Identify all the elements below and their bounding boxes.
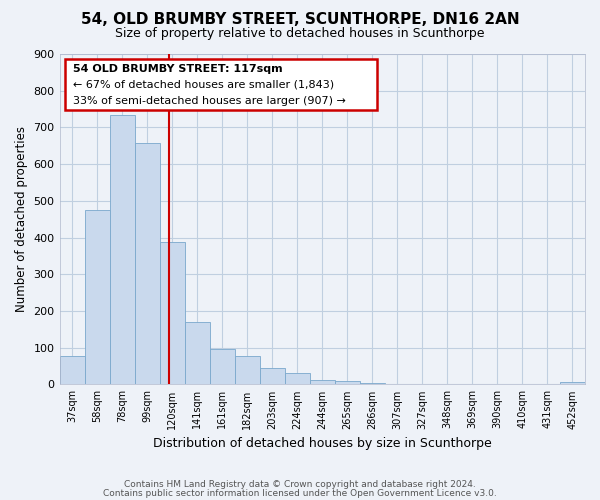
Text: 54, OLD BRUMBY STREET, SCUNTHORPE, DN16 2AN: 54, OLD BRUMBY STREET, SCUNTHORPE, DN16 … [80, 12, 520, 28]
Text: ← 67% of detached houses are smaller (1,843): ← 67% of detached houses are smaller (1,… [73, 80, 334, 90]
Bar [185, 322, 209, 384]
Bar [285, 372, 310, 384]
Bar [360, 383, 385, 384]
Bar [310, 380, 335, 384]
Bar [260, 368, 285, 384]
Bar [85, 210, 110, 384]
FancyBboxPatch shape [65, 59, 377, 110]
Text: 54 OLD BRUMBY STREET: 117sqm: 54 OLD BRUMBY STREET: 117sqm [73, 64, 283, 74]
Bar [235, 356, 260, 384]
Text: Contains HM Land Registry data © Crown copyright and database right 2024.: Contains HM Land Registry data © Crown c… [124, 480, 476, 489]
Text: Size of property relative to detached houses in Scunthorpe: Size of property relative to detached ho… [115, 28, 485, 40]
Y-axis label: Number of detached properties: Number of detached properties [15, 126, 28, 312]
X-axis label: Distribution of detached houses by size in Scunthorpe: Distribution of detached houses by size … [153, 437, 491, 450]
Bar [560, 382, 585, 384]
Bar [59, 356, 85, 384]
Bar [209, 349, 235, 384]
Text: Contains public sector information licensed under the Open Government Licence v3: Contains public sector information licen… [103, 489, 497, 498]
Bar [134, 143, 160, 384]
Bar [110, 116, 134, 384]
Bar [335, 382, 360, 384]
Text: 33% of semi-detached houses are larger (907) →: 33% of semi-detached houses are larger (… [73, 96, 346, 106]
Bar [160, 242, 185, 384]
